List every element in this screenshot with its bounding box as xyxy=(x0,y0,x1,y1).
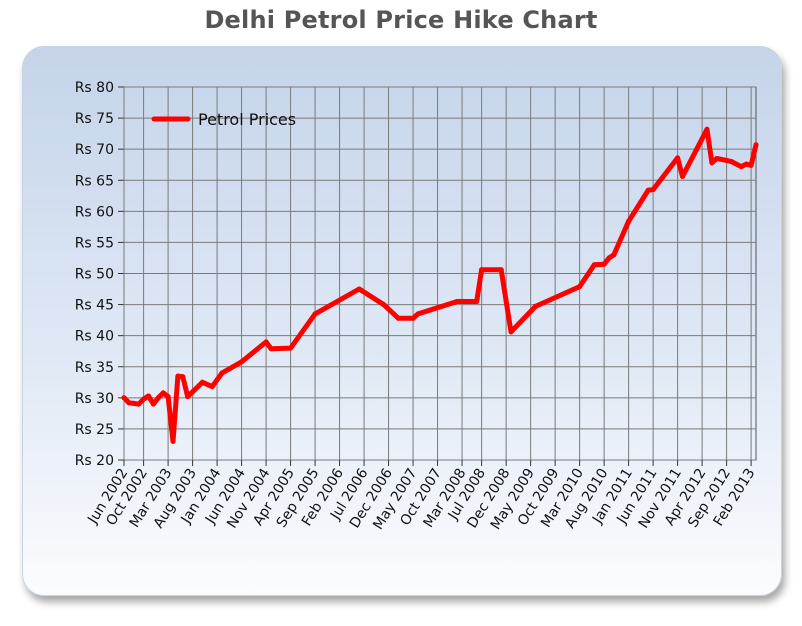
data-point xyxy=(175,373,181,379)
data-point xyxy=(533,303,538,309)
data-point xyxy=(591,262,597,268)
data-point xyxy=(141,396,147,402)
data-point xyxy=(288,345,294,351)
y-tick-label: Rs 55 xyxy=(75,235,114,251)
y-tick-label: Rs 80 xyxy=(75,80,114,96)
data-point xyxy=(381,302,387,308)
data-point xyxy=(126,400,132,406)
data-point xyxy=(410,315,416,321)
y-tick-label: Rs 65 xyxy=(75,173,114,189)
data-point xyxy=(219,370,225,376)
y-tick-label: Rs 60 xyxy=(75,204,114,220)
data-point xyxy=(356,286,362,292)
data-point xyxy=(714,156,720,161)
data-point xyxy=(395,315,401,321)
data-point xyxy=(136,401,142,407)
data-point xyxy=(675,155,681,161)
data-point xyxy=(479,267,485,273)
data-point xyxy=(503,298,509,304)
data-point xyxy=(185,394,191,400)
data-point xyxy=(601,261,607,267)
data-point xyxy=(170,438,176,444)
data-point xyxy=(454,299,460,304)
y-tick-label: Rs 20 xyxy=(75,453,114,469)
y-tick-label: Rs 50 xyxy=(75,267,114,283)
y-tick-label: Rs 70 xyxy=(75,142,114,158)
data-point xyxy=(312,311,318,317)
data-point xyxy=(645,187,651,193)
data-point xyxy=(150,401,156,407)
legend-label-petrol-prices: Petrol Prices xyxy=(198,110,296,129)
data-point xyxy=(146,393,151,399)
chart-panel xyxy=(22,46,782,596)
data-point xyxy=(180,374,186,380)
data-point xyxy=(268,346,274,352)
data-point xyxy=(738,164,744,170)
y-tick-label: Rs 25 xyxy=(75,422,114,438)
data-point xyxy=(214,377,220,383)
data-point xyxy=(415,311,421,317)
data-point xyxy=(753,142,759,148)
data-point xyxy=(199,379,205,385)
data-point xyxy=(155,395,161,401)
data-point xyxy=(743,161,749,167)
series-layer xyxy=(121,126,759,444)
legend: Petrol Prices xyxy=(151,110,296,129)
data-point xyxy=(165,394,171,400)
data-point xyxy=(704,126,710,132)
data-point xyxy=(748,162,754,168)
data-point xyxy=(131,400,137,406)
data-point xyxy=(611,252,617,258)
y-axis-ticks: Rs 20 Rs 25 Rs 30 Rs 35 Rs 40 Rs 45 Rs 50 Rs 55… xyxy=(75,80,114,469)
data-point xyxy=(577,284,583,290)
data-point xyxy=(626,218,632,224)
data-point xyxy=(160,390,166,396)
data-point xyxy=(606,255,612,261)
y-tick-label: Rs 45 xyxy=(75,298,114,314)
data-point xyxy=(209,384,215,390)
data-point xyxy=(724,157,730,163)
series-line-petrol-prices xyxy=(121,126,759,444)
y-tick-label: Rs 30 xyxy=(75,391,114,407)
y-tick-label: Rs 35 xyxy=(75,360,114,376)
chart-title: Delhi Petrol Price Hike Chart xyxy=(204,6,598,34)
data-point xyxy=(508,329,514,335)
data-point xyxy=(680,174,685,179)
data-point xyxy=(709,160,715,166)
data-point xyxy=(239,359,245,365)
data-point xyxy=(121,395,127,401)
data-point xyxy=(729,159,734,165)
data-point xyxy=(263,339,269,345)
data-point xyxy=(474,299,480,304)
y-tick-label: Rs 75 xyxy=(75,111,114,127)
y-tick-label: Rs 40 xyxy=(75,329,114,345)
grid-lines xyxy=(118,86,756,466)
data-point xyxy=(498,267,504,273)
data-point xyxy=(650,187,656,193)
